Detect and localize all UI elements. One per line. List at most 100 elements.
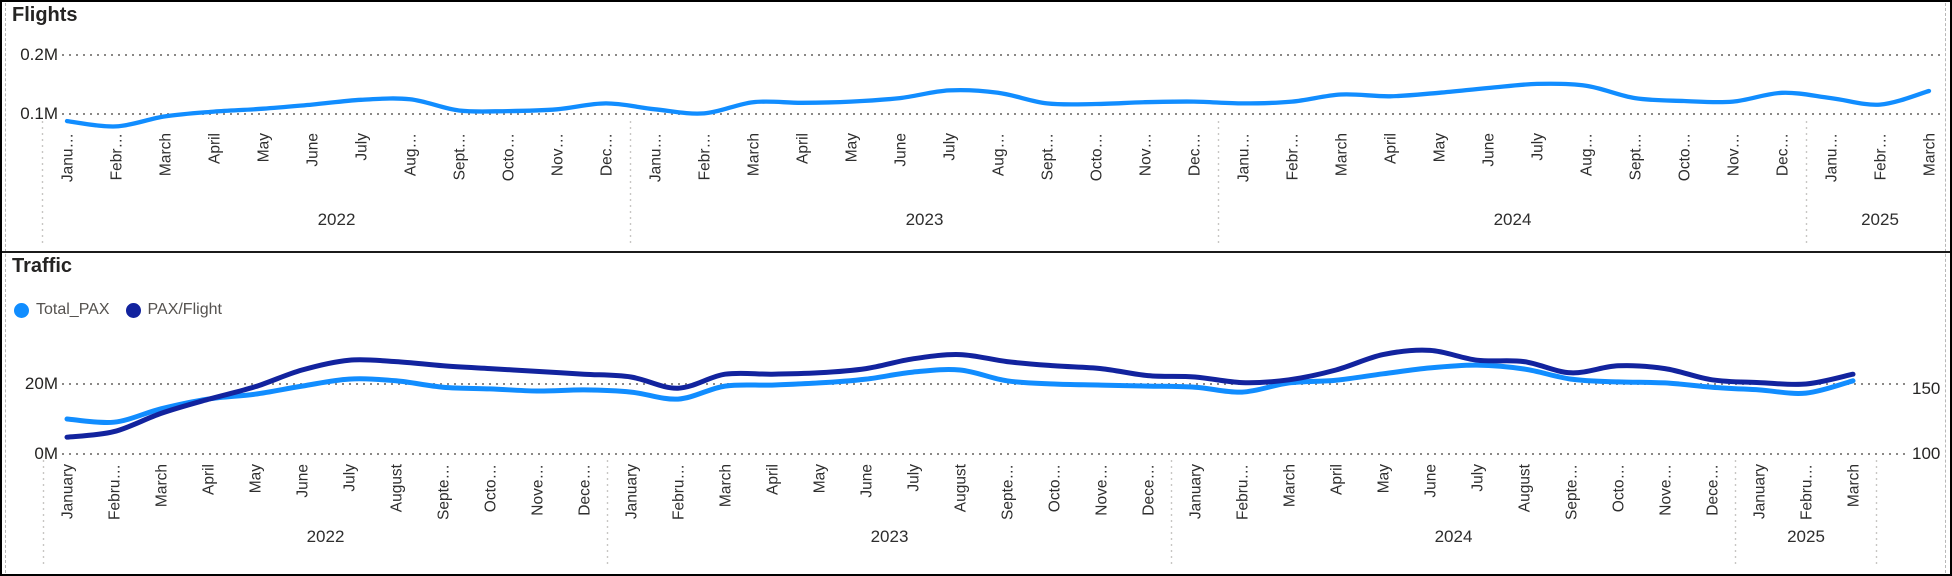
x-axis-year-label: 2023 xyxy=(906,210,944,229)
x-axis-month-label: Janu… xyxy=(1236,133,1253,182)
x-axis-month-label: Septe… xyxy=(1564,464,1581,520)
flights-chart-title: Flights xyxy=(12,4,78,26)
x-axis-month-label: Septe… xyxy=(436,464,453,520)
x-axis-month-label: Dec… xyxy=(599,133,616,176)
x-axis-month-label: March xyxy=(1334,133,1351,176)
flights-ytick-top: 0.2M xyxy=(20,45,58,64)
x-axis-month-label: Janu… xyxy=(60,133,77,182)
canvas-edge-guide-right xyxy=(1945,3,1946,573)
x-axis-month-label: June xyxy=(1423,464,1440,498)
x-axis-month-label: Dec… xyxy=(1775,133,1792,176)
legend-label-pax-flight: PAX/Flight xyxy=(147,301,222,318)
x-axis-month-label: June xyxy=(295,464,312,498)
series-line-PAX/Flight[interactable] xyxy=(64,347,1856,440)
x-axis-month-label: March xyxy=(746,133,763,176)
x-axis-month-label: July xyxy=(1530,133,1547,161)
legend-item-pax-flight[interactable]: PAX/Flight xyxy=(125,301,222,319)
x-axis-month-label: Nove… xyxy=(530,464,547,516)
x-axis-month-label: April xyxy=(795,133,812,164)
x-axis-year-label: 2022 xyxy=(307,527,345,546)
x-axis-month-label: August xyxy=(1517,463,1534,512)
x-axis-month-label: May xyxy=(1376,464,1393,494)
x-axis-month-label: Aug… xyxy=(403,133,420,176)
traffic-chart-title: Traffic xyxy=(12,255,73,277)
x-axis-month-label: Febru… xyxy=(671,464,688,520)
x-axis-month-label: Dece… xyxy=(1705,464,1722,516)
x-axis-month-label: Febru… xyxy=(107,464,124,520)
x-axis-month-label: Febr… xyxy=(1285,133,1302,180)
x-axis-month-label: January xyxy=(60,464,77,519)
x-axis-month-label: Octo… xyxy=(1611,464,1628,512)
x-axis-month-label: Dece… xyxy=(577,464,594,516)
x-axis-month-label: Janu… xyxy=(648,133,665,182)
x-axis-month-label: May xyxy=(256,133,273,163)
x-axis-month-label: April xyxy=(201,464,218,495)
x-axis-month-label: January xyxy=(624,464,641,519)
x-axis-month-label: June xyxy=(1481,133,1498,167)
x-axis-month-label: August xyxy=(389,463,406,512)
x-axis-month-label: Nov… xyxy=(1138,133,1155,176)
x-axis-month-label: Febr… xyxy=(1873,133,1890,180)
x-axis-month-label: Sept… xyxy=(1628,133,1645,180)
x-axis-year-label: 2024 xyxy=(1435,527,1473,546)
x-axis-month-label: Aug… xyxy=(1579,133,1596,176)
x-axis-month-label: May xyxy=(1432,133,1449,163)
x-axis-month-label: Aug… xyxy=(991,133,1008,176)
x-axis-month-label: Octo… xyxy=(501,133,518,181)
traffic-left-ytick-bottom: 0M xyxy=(34,444,58,463)
traffic-visual: Traffic Total_PAX PAX/Flight 20M 0M 150 … xyxy=(2,253,1950,574)
traffic-left-ytick-top: 20M xyxy=(24,374,58,393)
x-axis-month-label: May xyxy=(812,464,829,494)
x-axis-month-label: Octo… xyxy=(1047,464,1064,512)
x-axis-month-label: Sept… xyxy=(452,133,469,180)
x-axis-month-label: January xyxy=(1752,464,1769,519)
flights-plot-area: Janu… Febr… March April May June July Aug… Sept…… xyxy=(41,54,1942,244)
x-axis-month-label: Nove… xyxy=(1658,464,1675,516)
x-axis-month-label: Septe… xyxy=(1000,464,1017,520)
x-axis-month-label: Febru… xyxy=(1235,464,1252,520)
x-axis-year-label: 2023 xyxy=(871,527,909,546)
x-axis-month-label: June xyxy=(859,464,876,498)
x-axis-month-label: April xyxy=(207,133,224,164)
x-axis-month-label: March xyxy=(158,133,175,176)
x-axis-month-label: Nov… xyxy=(550,133,567,176)
traffic-right-ytick-bottom: 100 xyxy=(1912,444,1941,463)
x-axis-month-label: Nov… xyxy=(1726,133,1743,176)
x-axis-month-label: Febr… xyxy=(697,133,714,180)
x-axis-month-label: May xyxy=(844,133,861,163)
series-line-Flights[interactable] xyxy=(64,81,1932,129)
x-axis-month-label: July xyxy=(906,464,923,492)
series-line-Total_PAX[interactable] xyxy=(64,362,1856,426)
x-axis-month-label: August xyxy=(953,463,970,512)
x-axis-month-label: March xyxy=(1282,464,1299,507)
x-axis-month-label: Octo… xyxy=(483,464,500,512)
x-axis-month-label: Sept… xyxy=(1040,133,1057,180)
x-axis-month-label: June xyxy=(305,133,322,167)
legend-item-total-pax[interactable]: Total_PAX xyxy=(14,301,110,319)
x-axis-month-label: April xyxy=(1383,133,1400,164)
x-axis-month-label: July xyxy=(942,133,959,161)
x-axis-month-label: April xyxy=(765,464,782,495)
x-axis-year-label: 2024 xyxy=(1494,210,1532,229)
x-axis-month-label: Dec… xyxy=(1187,133,1204,176)
x-axis-month-label: April xyxy=(1329,464,1346,495)
x-axis-month-label: July xyxy=(1470,464,1487,492)
x-axis-month-label: June xyxy=(893,133,910,167)
legend-dot-pax-flight-icon xyxy=(125,302,141,318)
x-axis-month-label: Octo… xyxy=(1677,133,1694,181)
x-axis-month-label: May xyxy=(248,464,265,494)
traffic-plot-area: January Febru… March April May June July August… xyxy=(42,347,1907,565)
flights-ytick-bottom: 0.1M xyxy=(20,104,58,123)
x-axis-month-label: Octo… xyxy=(1089,133,1106,181)
x-axis-year-label: 2022 xyxy=(318,210,356,229)
traffic-legend: Total_PAX PAX/Flight xyxy=(14,301,222,319)
x-axis-year-label: 2025 xyxy=(1787,527,1825,546)
x-axis-month-label: Febru… xyxy=(1799,464,1816,520)
x-axis-month-label: Dece… xyxy=(1141,464,1158,516)
x-axis-month-label: January xyxy=(1188,464,1205,519)
x-axis-month-label: Janu… xyxy=(1824,133,1841,182)
legend-label-total-pax: Total_PAX xyxy=(36,301,110,318)
x-axis-month-label: March xyxy=(1922,133,1939,176)
x-axis-month-label: Nove… xyxy=(1094,464,1111,516)
